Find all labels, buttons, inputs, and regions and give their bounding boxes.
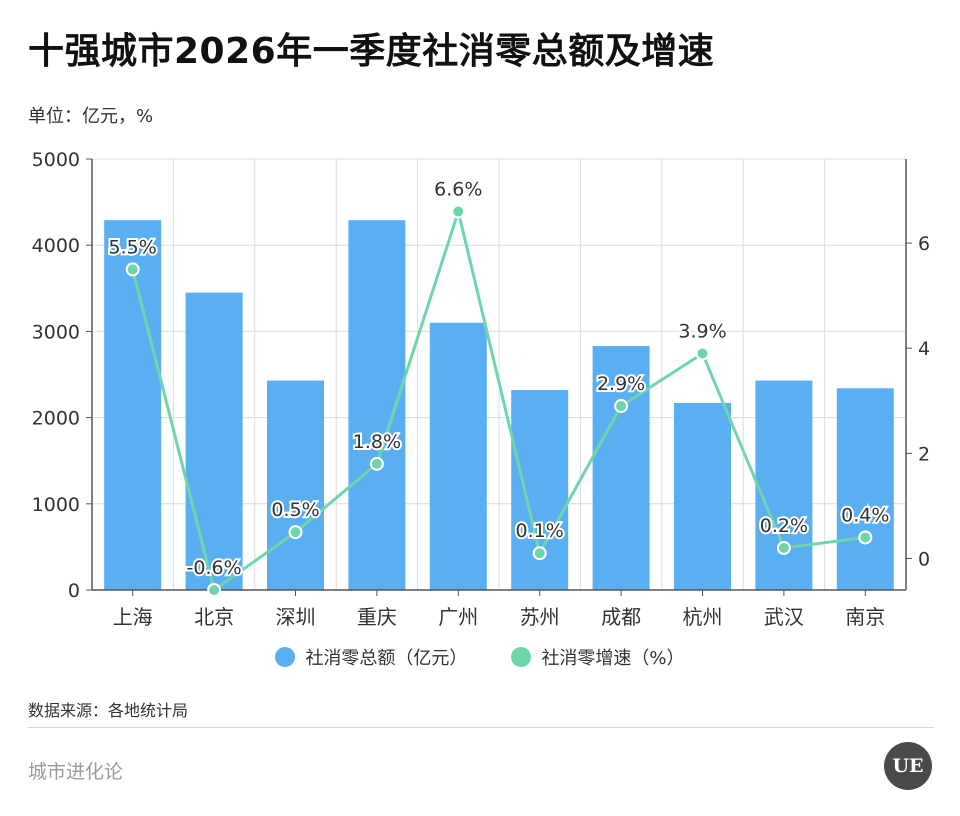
y-left-tick-label: 5000 bbox=[32, 149, 80, 171]
y-right-tick-label: 0 bbox=[918, 548, 930, 570]
bar bbox=[674, 402, 731, 590]
line-data-label: 0.5% bbox=[271, 499, 319, 521]
y-right-tick-label: 2 bbox=[918, 443, 930, 465]
y-left-tick-label: 2000 bbox=[32, 408, 80, 430]
y-right-tick-label: 6 bbox=[918, 233, 930, 255]
line-point bbox=[776, 540, 791, 555]
brand-name: 城市进化论 bbox=[28, 761, 124, 783]
y-left-tick-label: 4000 bbox=[32, 235, 80, 257]
x-tick-label: 苏州 bbox=[520, 605, 560, 629]
line-data-label: 2.9% bbox=[597, 373, 645, 395]
x-tick-label: 杭州 bbox=[683, 605, 723, 629]
legend-line-swatch-icon bbox=[511, 647, 532, 667]
x-tick-label: 上海 bbox=[113, 605, 153, 629]
x-tick-label: 广州 bbox=[438, 605, 478, 629]
x-tick-label: 武汉 bbox=[764, 605, 804, 629]
line-point bbox=[369, 456, 384, 471]
x-tick-label: 北京 bbox=[194, 605, 234, 629]
y-left-tick-label: 3000 bbox=[32, 321, 80, 343]
x-tick-label: 重庆 bbox=[357, 605, 397, 629]
line-data-label: 3.9% bbox=[678, 320, 726, 342]
bar bbox=[836, 388, 894, 590]
chart-title: 十强城市2026年一季度社消零总额及增速 bbox=[28, 31, 715, 72]
line-point bbox=[858, 530, 873, 545]
line-data-label: 1.8% bbox=[353, 431, 401, 453]
y-right-tick-label: 4 bbox=[918, 338, 930, 360]
brand-logo-icon: UE bbox=[884, 742, 932, 790]
y-left-tick-label: 1000 bbox=[32, 494, 80, 516]
line-point bbox=[288, 525, 303, 540]
legend-item-line: 社消零增速（%） bbox=[511, 644, 685, 670]
legend-item-bar: 社消零总额（亿元） bbox=[275, 644, 467, 670]
legend-bar-label: 社消零总额（亿元） bbox=[305, 648, 468, 669]
line-data-label: -0.6% bbox=[187, 557, 242, 579]
chart-legend: 社消零总额（亿元） 社消零增速（%） bbox=[0, 644, 960, 670]
legend-line-label: 社消零增速（%） bbox=[541, 648, 685, 669]
line-point bbox=[125, 262, 140, 277]
line-data-label: 0.1% bbox=[516, 520, 564, 542]
x-tick-label: 深圳 bbox=[276, 605, 316, 629]
bar bbox=[755, 380, 813, 590]
x-tick-label: 南京 bbox=[845, 605, 885, 629]
line-data-label: 0.2% bbox=[760, 515, 808, 537]
line-data-label: 6.6% bbox=[434, 179, 482, 201]
bar bbox=[104, 220, 162, 590]
line-point bbox=[695, 346, 710, 361]
series-line-growth bbox=[131, 210, 866, 592]
combo-chart: 0 1000 2000 3000 4000 5000 0 2 4 6 上海 北京 深圳 重庆 广州 苏州 成都 杭… bbox=[32, 149, 930, 629]
bar bbox=[592, 346, 650, 590]
line-point bbox=[532, 546, 547, 561]
line-data-label: 5.5% bbox=[109, 236, 157, 258]
line-point bbox=[614, 399, 629, 414]
bar bbox=[429, 322, 487, 590]
legend-bar-swatch-icon bbox=[275, 647, 296, 667]
unit-label: 单位：亿元，% bbox=[28, 106, 154, 127]
line-data-label: 0.4% bbox=[841, 504, 889, 526]
bar bbox=[185, 292, 243, 590]
x-tick-label: 成都 bbox=[601, 605, 641, 629]
footer-divider bbox=[28, 727, 934, 728]
line-point bbox=[451, 204, 466, 219]
source-note: 数据来源：各地统计局 bbox=[28, 701, 189, 720]
line-point bbox=[207, 583, 222, 597]
y-left-tick-label: 0 bbox=[68, 580, 80, 602]
bar bbox=[267, 380, 324, 590]
